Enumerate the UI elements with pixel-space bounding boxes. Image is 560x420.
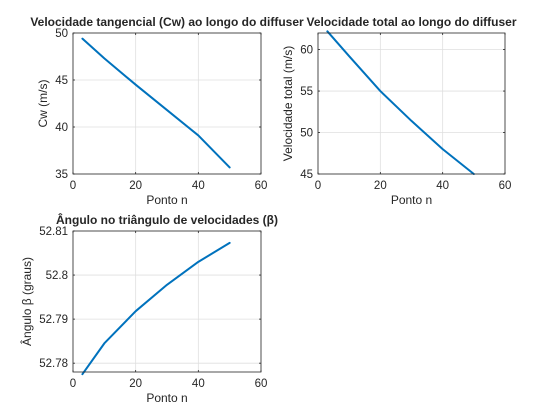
velocidade-total-y-tick-label: 55 (300, 86, 313, 98)
angulo-beta-x-tick-label: 0 (70, 378, 76, 390)
cw-series-line (81, 37, 231, 169)
chart-velocidade-total: 0 20 40 60 45 50 55 60 Ponto n Velocidade total (… (281, 15, 517, 207)
velocidade-total-x-tick-label: 0 (315, 180, 321, 192)
cw-axes-box (72, 32, 262, 175)
chart-cw: 0 20 40 60 35 40 45 50 Ponto n Cw (m/s) Velocidade… (30, 15, 304, 207)
velocidade-total-x-tick-label: 60 (499, 180, 512, 192)
velocidade-total-y-tick-label: 45 (300, 169, 313, 181)
cw-x-tick-label: 0 (70, 180, 76, 192)
velocidade-total-x-tick-label: 20 (374, 180, 387, 192)
velocidade-total-y-axis-label: Velocidade total (m/s) (281, 46, 295, 161)
chart-angulo-beta: 0 20 40 60 52.78 52.79 52.8 52.81 Ponto n Ângulo … (19, 212, 278, 405)
velocidade-total-x-tick-label: 40 (436, 180, 449, 192)
cw-y-tick-label: 35 (55, 169, 68, 181)
angulo-beta-axes-box (72, 230, 262, 373)
angulo-beta-title: Ângulo no triângulo de velocidades (β) (56, 212, 278, 227)
cw-x-axis-label: Ponto n (146, 193, 187, 207)
cw-y-tick-label: 45 (55, 75, 68, 87)
velocidade-total-y-tick-label: 60 (300, 45, 313, 57)
cw-x-tick-label: 60 (255, 180, 268, 192)
angulo-beta-y-tick-label: 52.79 (39, 314, 68, 326)
velocidade-total-axes-box (317, 32, 506, 175)
angulo-beta-x-tick-label: 20 (129, 378, 142, 390)
cw-y-axis-label: Cw (m/s) (36, 80, 50, 128)
velocidade-total-title: Velocidade total ao longo do diffuser (306, 15, 516, 29)
angulo-beta-x-tick-label: 40 (192, 378, 205, 390)
angulo-beta-series-line (81, 241, 231, 376)
angulo-beta-y-tick-label: 52.78 (39, 358, 68, 370)
cw-plot-area (73, 33, 261, 174)
cw-y-tick-label: 50 (55, 28, 68, 40)
velocidade-total-x-axis-label: Ponto n (391, 193, 432, 207)
angulo-beta-y-tick-label: 52.81 (39, 226, 68, 238)
velocidade-total-series-line (326, 30, 475, 175)
angulo-beta-y-tick-label: 52.8 (46, 270, 68, 282)
angulo-beta-plot-area (73, 231, 261, 372)
angulo-beta-y-axis-label: Ângulo β (graus) (19, 257, 34, 346)
velocidade-total-y-tick-label: 50 (300, 128, 313, 140)
cw-y-tick-label: 40 (55, 122, 68, 134)
angulo-beta-x-tick-label: 60 (255, 378, 268, 390)
cw-title: Velocidade tangencial (Cw) ao longo do d… (30, 15, 304, 29)
cw-x-tick-label: 20 (129, 180, 142, 192)
angulo-beta-x-axis-label: Ponto n (146, 391, 187, 405)
cw-x-tick-label: 40 (192, 180, 205, 192)
